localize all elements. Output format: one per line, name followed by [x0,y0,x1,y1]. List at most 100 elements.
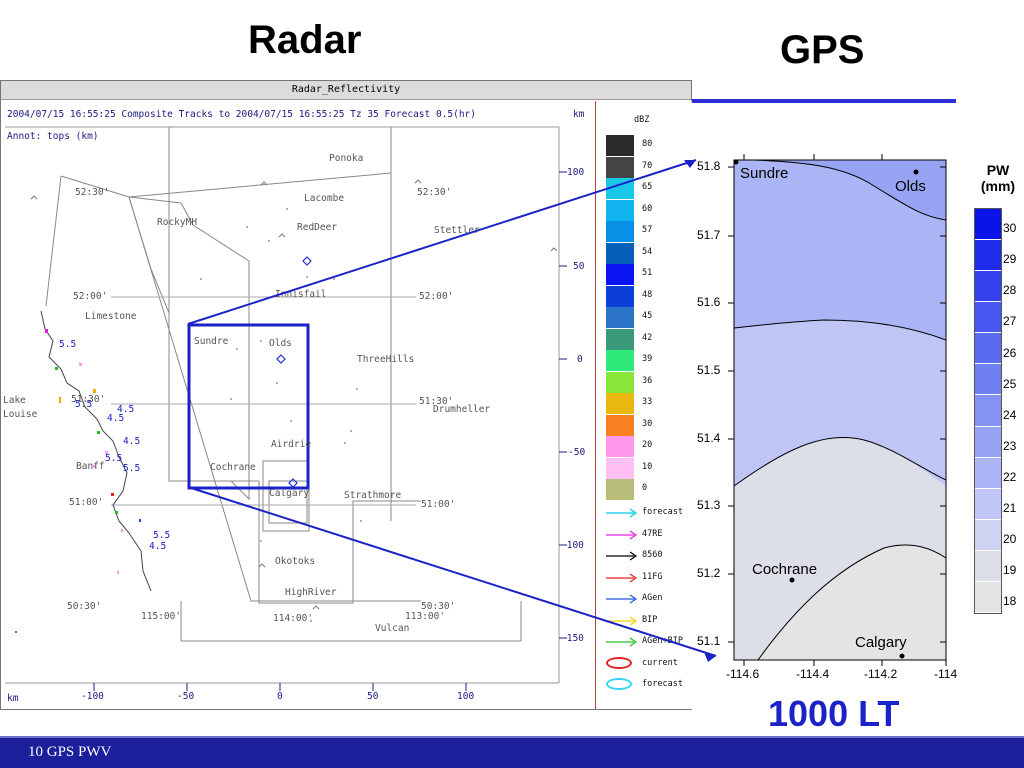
pw-level-label: 24 [1003,407,1017,422]
dbz-label: 70 [642,160,653,171]
y-tick: 0 [577,354,583,365]
dbz-label: 42 [642,332,653,343]
place-label: Stettler [434,225,480,236]
y-tick: 50 [573,261,585,272]
place-label: Innisfail [275,289,327,300]
dbz-swatch [606,135,634,156]
place-label: Ponoka [329,153,364,164]
dbz-title: dBZ [634,115,650,125]
station-label-cochrane: Cochrane [752,561,818,578]
place-label: ThreeHills [357,354,415,365]
dbz-swatch [606,393,634,414]
coord-label: 115:00' [141,611,182,622]
pw-color-segment [975,519,1001,551]
dbz-swatch [606,371,634,393]
place-label: Sundre [194,336,229,347]
track-label: 47RE [642,528,663,539]
x-tick: 0 [277,691,283,702]
x-tick: -50 [177,691,195,702]
radar-window[interactable]: Radar_Reflectivity 2004/07/15 16:55:25 C… [0,80,692,710]
gps-y-tick: 51.3 [697,498,721,512]
coord-label: 51:00' [421,499,456,510]
dbz-label: 10 [642,461,653,472]
track-label: 8560 [642,550,663,560]
echo-top-label: 5.5 [59,339,77,350]
coord-label: 113:00' [405,611,446,622]
pw-color-segment [975,550,1001,582]
gps-y-tick: 51.2 [697,566,721,580]
pw-color-segment [975,426,1001,458]
pw-level-label: 27 [1003,314,1017,329]
dbz-swatch [606,221,634,242]
y-tick: -100 [561,540,584,551]
place-label: Lake [3,395,26,406]
pw-level-label: 28 [1003,283,1017,298]
gps-y-tick: 51.5 [697,363,721,377]
pw-level-label: 29 [1003,252,1017,267]
radar-map[interactable] [1,101,595,709]
gps-x-tick: -114.4 [796,667,830,681]
place-label: Drumheller [433,404,491,415]
dbz-swatch [606,479,634,500]
dbz-label: 20 [642,440,653,450]
echo-top-label: 5.5 [75,399,93,410]
cell-ellipse-icon [606,657,632,669]
dbz-label: 0 [642,483,648,493]
dbz-label: 45 [642,311,653,321]
place-label: RedDeer [297,222,338,233]
track-label: 11FG [642,571,663,582]
echo-top-label: 4.5 [149,541,167,552]
echo-top-label: 4.5 [123,436,141,447]
km-label-top: km [573,109,585,120]
coord-label: 51:00' [69,497,104,508]
dbz-label: 80 [642,139,653,149]
pw-title-line2: (mm) [980,178,1016,194]
place-label: Olds [269,338,292,349]
radar-window-titlebar[interactable]: Radar_Reflectivity [1,81,691,100]
track-label: BIP [642,614,658,625]
coord-label: 114:00' [273,613,314,624]
track-label: AGen [642,593,663,603]
footer-text: 10 GPS PWV [28,744,112,760]
gps-x-tick: -114.2 [864,667,898,681]
gps-x-tick: -114 [934,667,958,681]
place-label: RockyMH [157,217,198,228]
pw-level-label: 21 [1003,500,1017,515]
pw-level-label: 26 [1003,345,1017,360]
pw-color-segment [975,240,1001,272]
coord-label: 50:30' [67,601,102,612]
echo-top-label: 5.5 [153,530,171,541]
place-label: Louise [3,409,38,420]
coord-label: 50:30' [421,601,456,612]
place-label: Vulcan [375,623,410,634]
cell-label: forecast [642,679,683,689]
place-label: Limestone [85,311,137,322]
echo-top-label: 5.5 [105,453,123,464]
gps-x-tick: -114.6 [726,667,760,681]
track-arrow-icon [606,594,638,604]
dbz-swatch [606,285,634,307]
coord-label: 52:00' [73,291,108,302]
dbz-swatch [606,457,634,479]
place-label: Okotoks [275,556,316,567]
pw-color-segment [975,364,1001,396]
y-tick: 100 [567,167,585,178]
pw-color-segment [975,302,1001,334]
echo-top-label: 4.5 [117,404,135,415]
echo-top-label: 4.5 [107,413,125,424]
dbz-label: 54 [642,246,653,257]
dbz-swatch [606,436,634,457]
track-arrow-icon [606,573,638,582]
pw-level-label: 20 [1003,531,1017,546]
place-label: Lacombe [304,193,345,204]
dbz-label: 65 [642,182,653,192]
track-label: AGen+BIP [642,636,683,646]
pw-level-label: 30 [1003,221,1017,236]
track-arrow-icon [606,551,638,561]
cell-label: current [642,658,678,668]
station-label-calgary: Calgary [855,634,907,651]
x-tick: 100 [457,691,475,702]
pw-color-segment [975,581,1001,613]
km-label-bottom: km [7,693,19,704]
